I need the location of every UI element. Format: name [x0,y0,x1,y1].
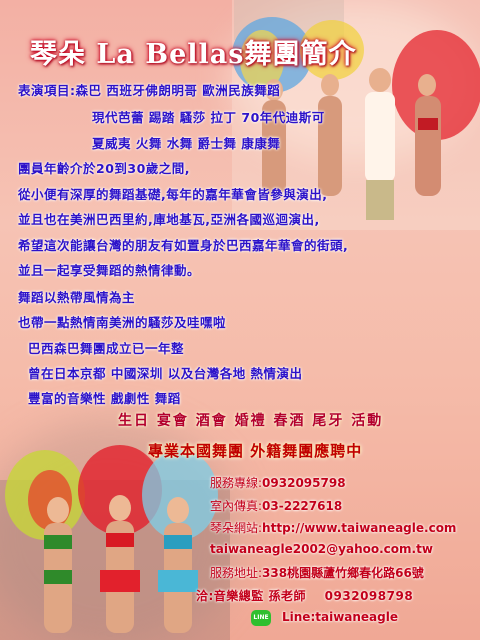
poster-title: 琴朵 La Bellas舞團簡介 [30,39,357,70]
email-address[interactable]: taiwaneagle2002@yahoo.com.tw [210,542,433,556]
intro-line-10: 也帶一點熱情南美洲的騷莎及哇嘿啦 [18,315,227,330]
recruiting-notice: 專業本國舞團 外籍舞團應聘中 [148,442,363,460]
intro-line-11: 巴西森巴舞團成立已一年整 [28,341,185,356]
contact-website: 琴朵網站:http://www.taiwaneagle.com [210,519,456,536]
intro-line-5: 從小便有深厚的舞蹈基礎,每年的嘉年華會皆參與演出, [18,187,328,202]
line-id[interactable]: Line:taiwaneagle [282,610,398,624]
address-label: 服務地址: [210,566,263,580]
fax-label: 室內傳真: [210,499,263,513]
website-label: 琴朵網站: [210,521,263,535]
contact-line-id[interactable]: Line:taiwaneagle [282,610,398,624]
intro-line-12: 曾在日本京都 中國深圳 以及台灣各地 熱情演出 [28,366,303,381]
intro-line-4: 團員年齡介於20到30歲之間, [18,161,191,176]
intro-line-7: 希望這次能讓台灣的朋友有如置身於巴西嘉年華會的街頭, [18,238,349,253]
contact-email[interactable]: taiwaneagle2002@yahoo.com.tw [210,542,433,556]
hotline-label: 服務專線: [210,476,263,490]
contact-hotline: 服務專線:0932095798 [210,474,346,491]
line-app-icon: LINE [251,610,271,626]
contact-inquiry: 洽:音樂總監 孫老師 0932098798 [196,587,413,604]
contact-address: 服務地址:338桃園縣蘆竹鄉春化路66號 [210,564,424,581]
intro-line-3: 夏威夷 火舞 水舞 爵士舞 康康舞 [92,136,281,151]
intro-line-13: 豐富的音樂性 戲劇性 舞蹈 [28,391,181,406]
dancers-photo-top [232,0,480,230]
contact-fax: 室內傳真:03-2227618 [210,497,342,514]
inquiry-phone[interactable]: 0932098798 [324,589,414,603]
intro-line-8: 並且一起享受舞蹈的熱情律動。 [18,263,201,278]
fax-number: 03-2227618 [262,499,343,513]
website-link[interactable]: http://www.taiwaneagle.com [262,521,457,535]
intro-line-2: 現代芭蕾 踢踏 騷莎 拉丁 70年代迪斯可 [92,110,325,125]
inquiry-label: 洽:音樂總監 孫老師 [196,589,306,603]
event-types: 生日 宴會 酒會 婚禮 春酒 尾牙 活動 [118,413,384,429]
dancers-photo-bottom [0,445,230,640]
intro-line-6: 並且也在美洲巴西里約,庫地基瓦,亞洲各國巡迴演出, [18,212,320,227]
intro-line-1: 表演項目:森巴 西班牙佛朗明哥 歐洲民族舞蹈 [18,83,281,98]
intro-line-9: 舞蹈以熱帶風情為主 [18,290,136,305]
address-value: 338桃園縣蘆竹鄉春化路66號 [262,566,424,580]
hotline-number[interactable]: 0932095798 [262,476,346,490]
